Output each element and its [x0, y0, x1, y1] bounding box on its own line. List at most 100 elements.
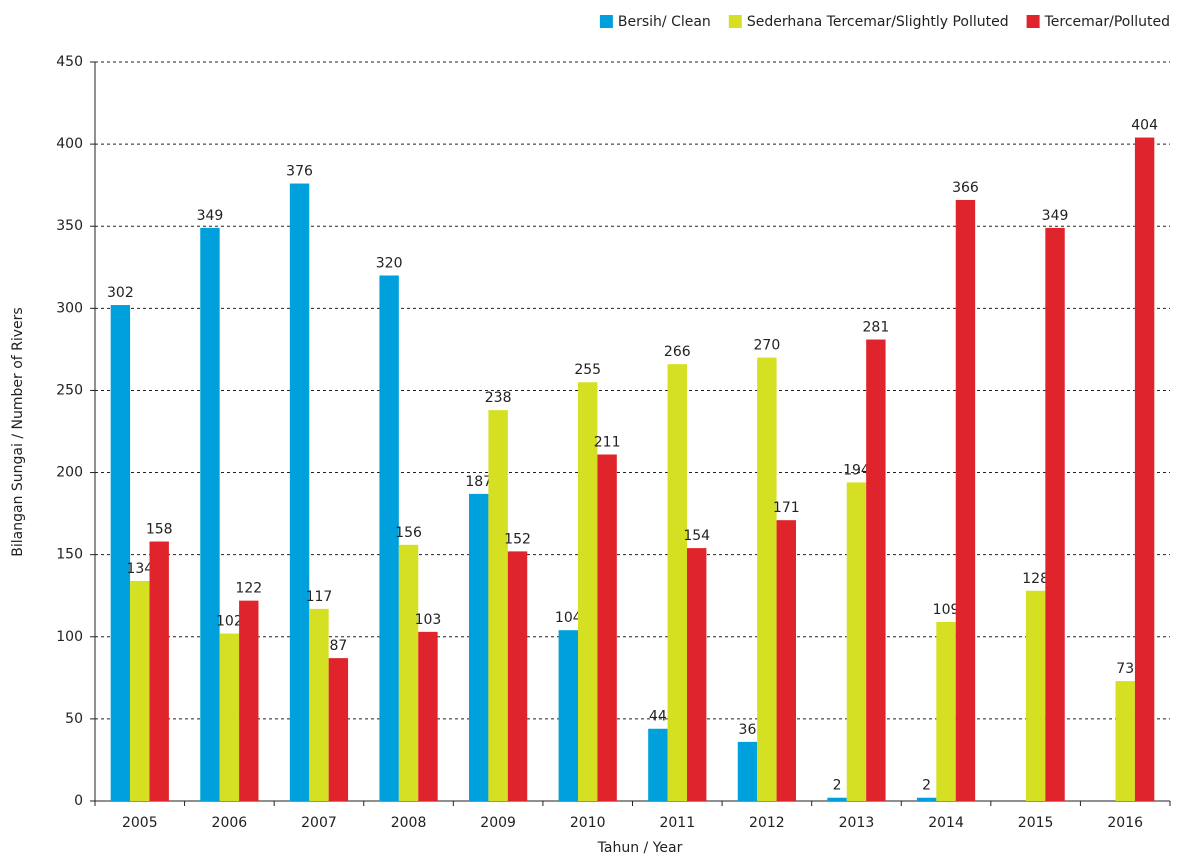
y-tick-label: 350: [56, 218, 83, 234]
bar: [916, 797, 937, 801]
data-label: 349: [1042, 208, 1069, 224]
x-axis-title: Tahun / Year: [597, 840, 683, 856]
data-label: 87: [329, 638, 347, 654]
bar: [955, 199, 976, 802]
bar: [737, 741, 758, 801]
x-tick-label: 2005: [122, 815, 158, 831]
y-tick-label: 400: [56, 136, 83, 152]
bar: [1025, 590, 1046, 801]
legend-swatch: [1026, 15, 1040, 28]
x-tick-label: 2006: [212, 815, 248, 831]
data-label: 156: [395, 525, 422, 541]
x-tick-label: 2007: [301, 815, 337, 831]
data-label: 128: [1022, 571, 1049, 587]
data-label: 376: [286, 164, 313, 180]
bar: [776, 520, 796, 801]
data-label: 238: [485, 390, 512, 406]
y-axis-title: Bilangan Sungai / Number of Rivers: [10, 307, 26, 556]
bar: [309, 608, 329, 801]
bar: [866, 339, 886, 801]
data-label: 349: [197, 208, 224, 224]
data-label: 404: [1131, 118, 1158, 134]
bar: [239, 600, 259, 801]
data-label: 122: [235, 581, 262, 597]
bar: [469, 493, 489, 801]
data-label: 171: [773, 500, 800, 516]
x-tick-label: 2010: [570, 815, 606, 831]
y-tick-label: 0: [74, 793, 83, 809]
legend-label: Sederhana Tercemar/Slightly Polluted: [747, 14, 1009, 30]
x-tick-label: 2016: [1107, 815, 1143, 831]
x-tick-label: 2008: [391, 815, 427, 831]
x-tick-label: 2009: [480, 815, 516, 831]
x-tick-label: 2011: [659, 815, 695, 831]
bar: [846, 482, 867, 801]
bar: [597, 454, 617, 801]
data-label: 366: [952, 180, 979, 196]
y-tick-label: 450: [56, 54, 83, 70]
y-tick-label: 150: [56, 547, 83, 563]
data-label: 187: [465, 474, 492, 490]
data-label: 109: [933, 602, 960, 618]
bar: [418, 631, 438, 801]
bar: [558, 630, 579, 801]
bar: [648, 728, 668, 801]
bar: [936, 621, 956, 801]
data-label: 320: [376, 255, 403, 271]
legend-swatch: [599, 15, 613, 28]
data-label: 270: [754, 338, 781, 354]
data-label: 281: [863, 320, 890, 336]
y-tick-label: 100: [56, 629, 83, 645]
data-label: 255: [574, 362, 601, 378]
data-label: 44: [649, 709, 667, 725]
data-label: 117: [306, 589, 333, 605]
bar: [379, 275, 399, 801]
legend-label: Bersih/ Clean: [618, 14, 711, 30]
y-tick-label: 300: [56, 300, 83, 316]
bar: [578, 382, 598, 801]
data-label: 211: [594, 434, 621, 450]
legend-swatch: [728, 15, 742, 28]
legend-label: Tercemar/Polluted: [1044, 14, 1170, 30]
bar: [200, 227, 220, 801]
data-label: 36: [739, 722, 757, 738]
data-label: 102: [216, 613, 243, 629]
bar: [827, 797, 847, 801]
data-label: 134: [126, 561, 153, 577]
y-tick-label: 200: [56, 465, 83, 481]
data-label: 154: [683, 528, 710, 544]
bar: [289, 183, 310, 802]
y-tick-label: 50: [65, 711, 83, 727]
bar: [219, 633, 240, 801]
bar: [130, 580, 150, 801]
data-label: 302: [107, 285, 134, 301]
bar: [667, 364, 687, 801]
x-tick-label: 2013: [839, 815, 875, 831]
bar: [1115, 681, 1135, 801]
data-label: 158: [146, 522, 173, 538]
data-label: 266: [664, 344, 691, 360]
bar: [149, 541, 169, 801]
bar: [398, 544, 419, 801]
y-tick-label: 250: [56, 382, 83, 398]
bar: [488, 410, 508, 801]
bar: [1134, 137, 1155, 801]
data-label: 2: [833, 778, 842, 794]
x-tick-label: 2012: [749, 815, 785, 831]
x-tick-label: 2015: [1018, 815, 1054, 831]
data-label: 152: [504, 531, 531, 547]
bar: [757, 357, 777, 801]
bar: [1045, 227, 1065, 801]
x-tick-label: 2014: [928, 815, 964, 831]
data-label: 103: [415, 612, 442, 628]
data-label: 2: [922, 778, 931, 794]
data-label: 73: [1116, 661, 1134, 677]
bar: [507, 551, 528, 801]
data-label: 104: [555, 610, 582, 626]
data-label: 194: [843, 462, 870, 478]
bar: [110, 305, 131, 801]
bar: [686, 548, 707, 801]
bar: [328, 658, 349, 801]
